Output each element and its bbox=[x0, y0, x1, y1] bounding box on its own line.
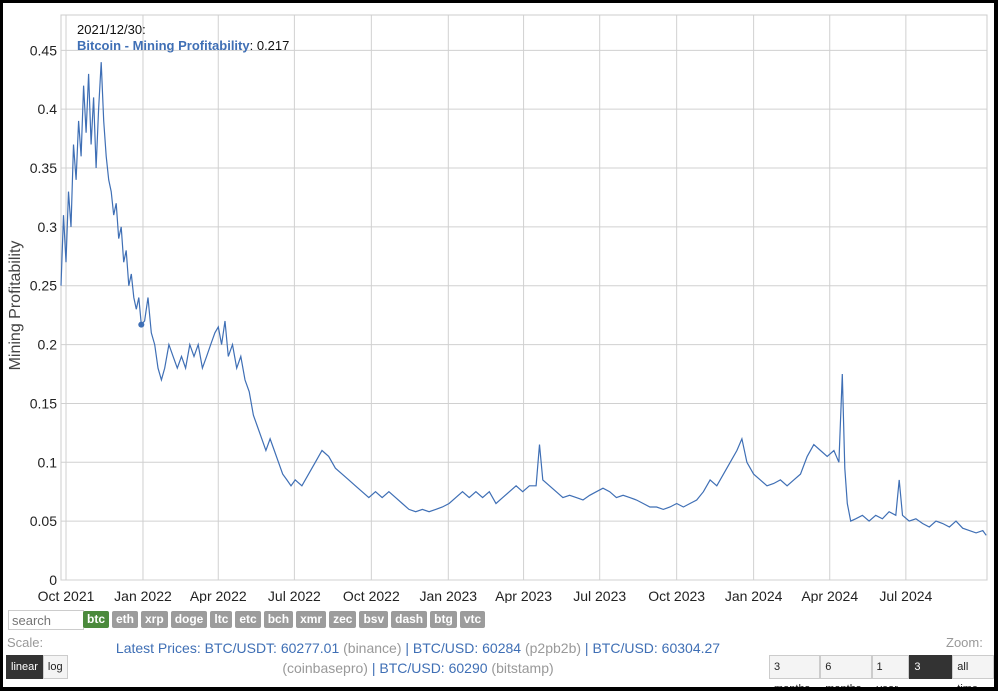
coin-selector: btc eth xrp doge ltc etc bch xmr zec bsv dash btg vt… bbox=[83, 611, 486, 628]
x-tick-label: Jan 2022 bbox=[114, 588, 172, 603]
price-coinbasepro[interactable]: BTC/USD: 60304.27 bbox=[592, 640, 721, 656]
chart-plot[interactable]: 0 0.05 0.1 0.15 0.2 0.25 0.3 0.35 0.4 0.45 Oct 202… bbox=[3, 3, 994, 603]
y-tick-label: 0.2 bbox=[38, 337, 58, 353]
coin-button-xrp[interactable]: xrp bbox=[141, 611, 168, 628]
coin-button-zec[interactable]: zec bbox=[329, 611, 357, 628]
x-tick-label: Jan 2023 bbox=[419, 588, 477, 603]
scale-button-linear[interactable]: linear bbox=[6, 655, 43, 679]
latest-prices: Latest Prices: BTC/USDT: 60277.01 (binan… bbox=[98, 638, 738, 678]
y-tick-label: 0.4 bbox=[38, 101, 58, 117]
x-tick-label: Jan 2024 bbox=[725, 588, 783, 603]
exchange-bitstamp: (bitstamp) bbox=[491, 660, 554, 676]
coin-button-xmr[interactable]: xmr bbox=[296, 611, 327, 628]
zoom-button-6-months[interactable]: 6 months bbox=[820, 655, 872, 687]
coin-button-doge[interactable]: doge bbox=[170, 611, 208, 628]
zoom-button-all-time[interactable]: all time bbox=[952, 655, 994, 687]
x-tick-label: Oct 2022 bbox=[343, 588, 400, 603]
y-tick-label: 0.3 bbox=[38, 219, 58, 235]
coin-button-ltc[interactable]: ltc bbox=[210, 611, 233, 628]
exchange-p2pb2b: (p2pb2b) bbox=[524, 640, 582, 656]
tooltip-series: Bitcoin - Mining Profitability bbox=[77, 38, 250, 53]
y-tick-label: 0.25 bbox=[30, 278, 57, 294]
x-tick-label: Jul 2023 bbox=[573, 588, 626, 603]
price-binance[interactable]: Latest Prices: BTC/USDT: 60277.01 bbox=[115, 640, 340, 656]
y-tick-label: 0.1 bbox=[38, 454, 58, 470]
zoom-button-1-year[interactable]: 1 year bbox=[871, 655, 910, 687]
x-tick-label: Apr 2023 bbox=[495, 588, 552, 603]
chart-frame: 0 0.05 0.1 0.15 0.2 0.25 0.3 0.35 0.4 0.45 Oct 202… bbox=[3, 3, 994, 687]
chart-tooltip: 2021/12/30: Bitcoin - Mining Profitabili… bbox=[77, 22, 289, 54]
zoom-button-3-years[interactable]: 3 years bbox=[909, 655, 953, 687]
x-tick-label: Oct 2021 bbox=[38, 588, 95, 603]
price-p2pb2b[interactable]: BTC/USD: 60284 bbox=[412, 640, 522, 656]
zoom-label: Zoom: bbox=[946, 635, 983, 650]
y-axis-label: Mining Profitability bbox=[7, 241, 24, 371]
y-tick-label: 0.15 bbox=[30, 395, 57, 411]
coin-button-etc[interactable]: etc bbox=[235, 611, 261, 628]
tooltip-date: 2021/12/30: bbox=[77, 22, 146, 37]
x-tick-label: Jul 2022 bbox=[268, 588, 321, 603]
coin-button-btc[interactable]: btc bbox=[83, 611, 109, 628]
x-tick-label: Oct 2023 bbox=[648, 588, 705, 603]
y-tick-label: 0.05 bbox=[30, 513, 57, 529]
y-tick-label: 0 bbox=[49, 572, 57, 588]
coin-button-bsv[interactable]: bsv bbox=[359, 611, 389, 628]
tooltip-value: : 0.217 bbox=[249, 38, 290, 53]
y-tick-label: 0.35 bbox=[30, 160, 57, 176]
highlight-point bbox=[138, 321, 145, 328]
x-tick-label: Apr 2024 bbox=[801, 588, 858, 603]
coin-button-eth[interactable]: eth bbox=[112, 611, 138, 628]
y-tick-label: 0.45 bbox=[30, 42, 57, 58]
search-input[interactable] bbox=[8, 610, 84, 630]
coin-button-bch[interactable]: bch bbox=[263, 611, 294, 628]
series-line-mining-profitability bbox=[60, 62, 987, 536]
coin-button-dash[interactable]: dash bbox=[391, 611, 428, 628]
x-tick-label: Apr 2022 bbox=[190, 588, 247, 603]
price-separator: | bbox=[371, 660, 376, 676]
zoom-button-3-months[interactable]: 3 months bbox=[769, 655, 821, 687]
controls-bar: btcethxrpdogeltcetcbchxmrzecbsvdashbtgvt… bbox=[3, 607, 994, 687]
exchange-binance: (binance) bbox=[343, 640, 402, 656]
scale-selector: linear log bbox=[6, 655, 68, 679]
price-bitstamp[interactable]: BTC/USD: 60290 bbox=[379, 660, 488, 676]
coin-button-vtc[interactable]: vtc bbox=[459, 611, 486, 628]
coin-button-btg[interactable]: btg bbox=[430, 611, 457, 628]
scale-label: Scale: bbox=[7, 635, 44, 650]
price-separator: | bbox=[405, 640, 410, 656]
exchange-coinbasepro: (coinbasepro) bbox=[282, 660, 368, 676]
x-tick-label: Jul 2024 bbox=[879, 588, 932, 603]
zoom-selector: 3 months6 months1 year3 yearsall time bbox=[769, 655, 994, 687]
scale-button-log[interactable]: log bbox=[42, 655, 68, 679]
price-separator: | bbox=[584, 640, 589, 656]
